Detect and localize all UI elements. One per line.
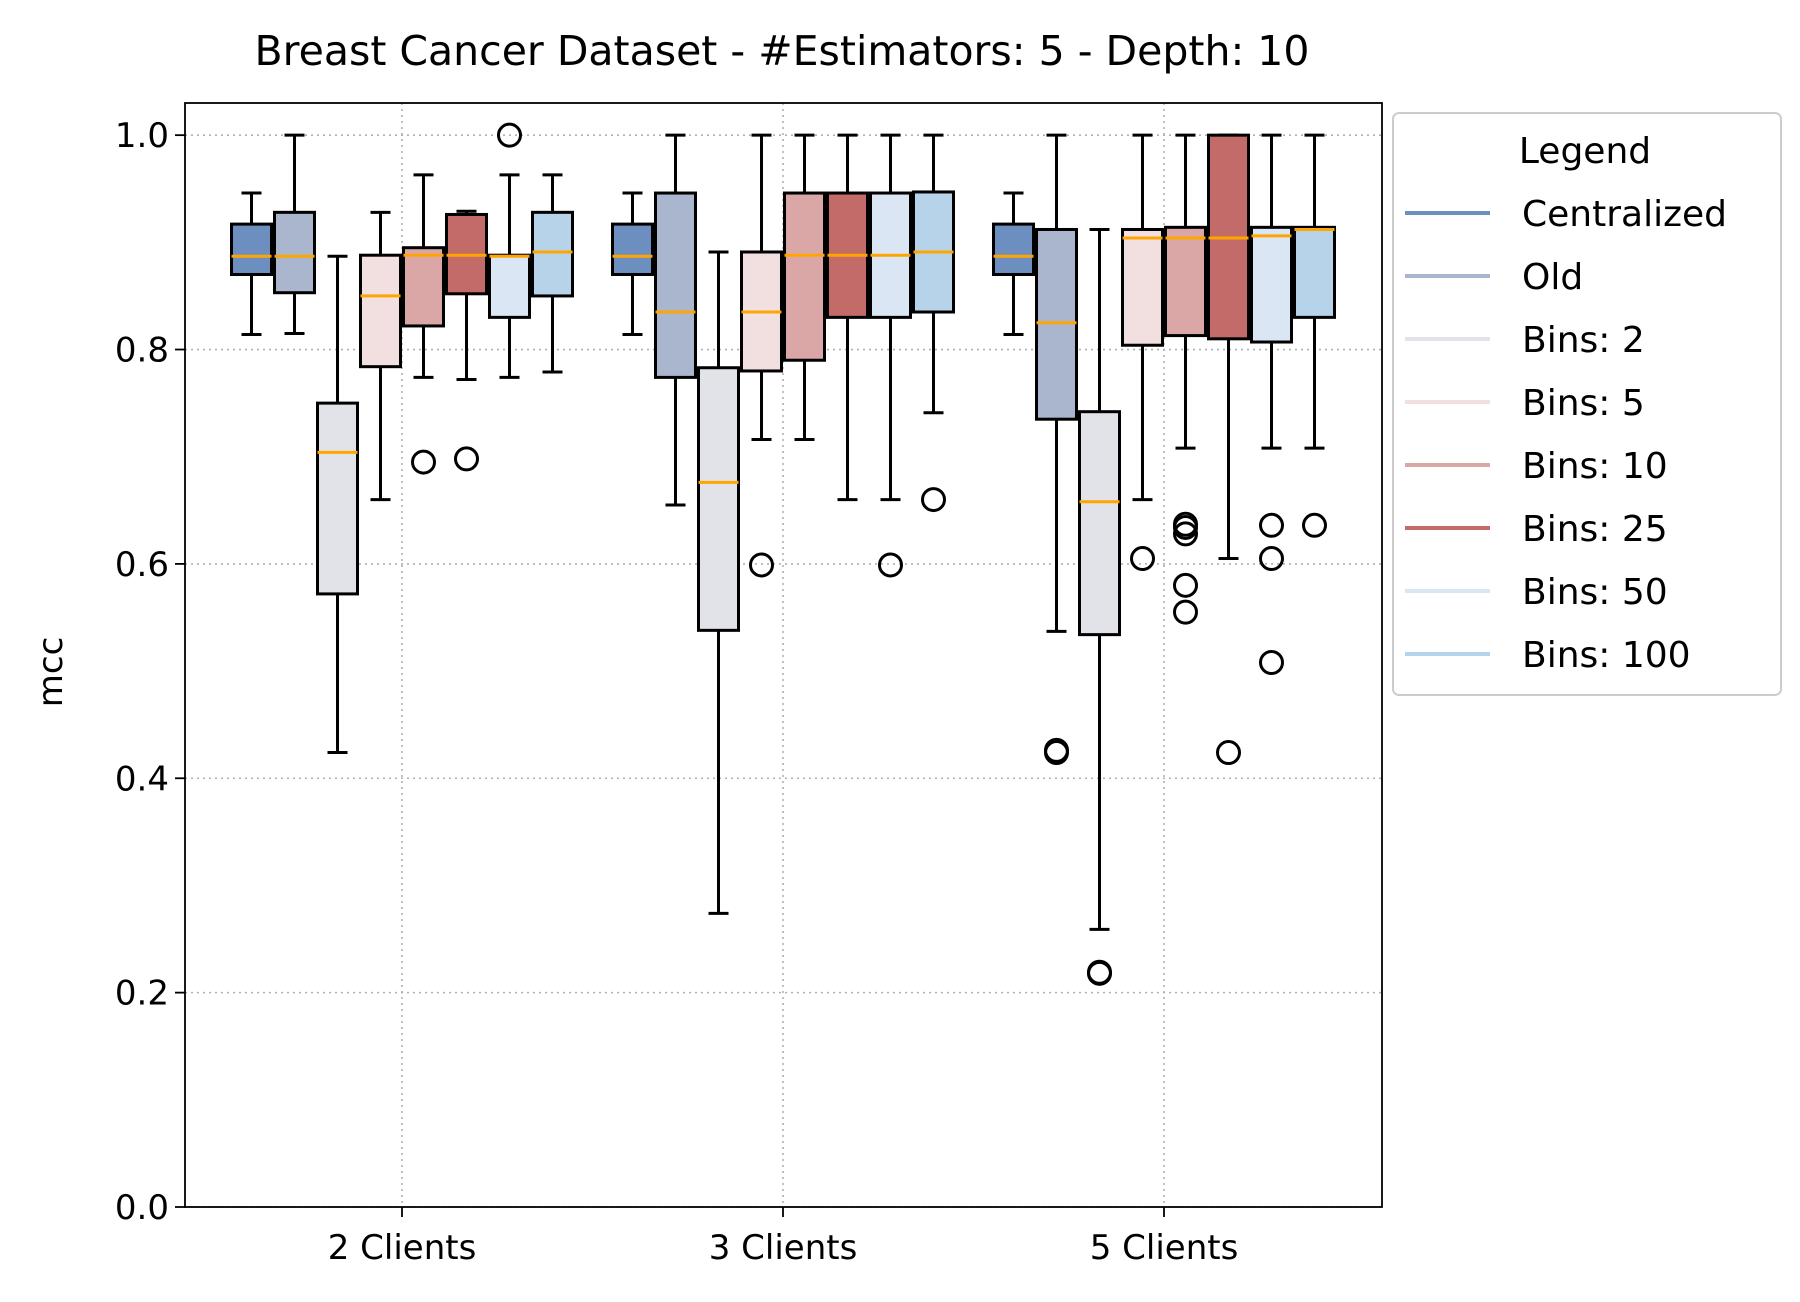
box-plots [230, 122, 1336, 986]
box-bins-50-2 [869, 133, 912, 578]
legend-entry: Bins: 25 [1405, 509, 1668, 550]
legend-label: Bins: 50 [1522, 572, 1668, 613]
legend-entry: Bins: 10 [1405, 446, 1668, 487]
box-body [1293, 225, 1336, 319]
outlier-point [1173, 599, 1198, 625]
legend-box [1392, 112, 1782, 696]
box-bins-5-2 [740, 133, 783, 578]
box-body [1250, 225, 1293, 344]
legend-label: Old [1522, 257, 1583, 298]
box-bins-100-1 [531, 173, 574, 374]
outlier-point [1173, 521, 1198, 547]
legend-entry: Bins: 50 [1405, 572, 1668, 613]
chart-title: Breast Cancer Dataset - #Estimators: 5 -… [255, 27, 1310, 75]
box-body [488, 253, 531, 319]
legend-label: Bins: 10 [1522, 446, 1668, 487]
outlier-point [1302, 512, 1327, 538]
x-tick-label: 2 Clients [328, 1228, 477, 1268]
legend-entry: Bins: 100 [1405, 635, 1691, 676]
legend-entry: Centralized [1405, 194, 1727, 235]
outlier-point [411, 449, 436, 475]
legend-label: Bins: 25 [1522, 509, 1668, 550]
box-bins-10-3 [1164, 133, 1207, 625]
outlier-point [878, 552, 903, 578]
legend-label: Bins: 2 [1522, 320, 1645, 361]
box-old-3 [1035, 133, 1078, 766]
box-body [1164, 225, 1207, 338]
legend-entry: Bins: 2 [1405, 320, 1645, 361]
legend-entry: Old [1405, 257, 1583, 298]
grid-lines [185, 103, 1382, 1208]
box-old-1 [273, 133, 316, 335]
legend-entry: Bins: 5 [1405, 383, 1645, 424]
box-bins-10-1 [402, 173, 445, 475]
box-centralized-3 [992, 191, 1035, 337]
legend-label: Centralized [1522, 194, 1727, 235]
box-body [273, 210, 316, 295]
box-body [1078, 410, 1121, 637]
box-bins-2-1 [316, 254, 359, 755]
outlier-point [1087, 959, 1112, 985]
outlier-point [1259, 512, 1284, 538]
box-body [783, 191, 826, 362]
y-axis-label: mcc [31, 637, 71, 708]
outlier-point [454, 446, 479, 472]
legend: Legend Centralized Old Bins: 2 Bins: 5 Bins: … [1392, 112, 1782, 696]
box-bins-100-2 [912, 133, 955, 513]
y-tick-label: 0.4 [115, 759, 169, 799]
outlier-point [1130, 546, 1155, 572]
box-body [1035, 227, 1078, 421]
box-centralized-1 [230, 191, 273, 337]
outlier-point [1044, 737, 1069, 763]
box-body [611, 222, 654, 276]
x-tick-label: 3 Clients [709, 1228, 858, 1268]
axes: 0.0 0.2 0.4 0.6 0.8 1.0 2 Clients 3 Clients 5 Cl… [115, 102, 1383, 1268]
outlier-point [1173, 572, 1198, 598]
legend-label: Bins: 5 [1522, 383, 1645, 424]
box-body [697, 366, 740, 632]
box-bins-2-2 [697, 250, 740, 915]
x-tick-label: 5 Clients [1090, 1228, 1239, 1268]
box-body [654, 191, 697, 379]
box-bins-25-2 [826, 133, 869, 502]
box-bins-50-1 [488, 122, 531, 379]
outlier-point [1259, 546, 1284, 572]
box-body [230, 222, 273, 276]
y-tick-label: 0.6 [115, 545, 169, 585]
legend-title: Legend [1519, 131, 1651, 172]
box-bins-2-3 [1078, 227, 1121, 986]
box-bins-25-3 [1207, 133, 1250, 766]
box-centralized-2 [611, 191, 654, 337]
y-tick-label: 1.0 [115, 116, 169, 156]
outlier-point [749, 552, 774, 578]
box-body [402, 246, 445, 328]
outlier-point [1173, 511, 1198, 537]
box-body [531, 210, 574, 298]
box-bins-100-3 [1293, 133, 1336, 538]
box-old-2 [654, 133, 697, 507]
box-body [316, 401, 359, 596]
outlier-point [921, 487, 946, 513]
outlier-point [1259, 650, 1284, 676]
box-bins-25-1 [445, 209, 488, 472]
box-body [359, 253, 402, 369]
y-tick-label: 0.0 [115, 1188, 169, 1228]
box-body [992, 222, 1035, 276]
box-bins-5-3 [1121, 133, 1164, 572]
y-tick-label: 0.2 [115, 974, 169, 1014]
box-bins-10-2 [783, 133, 826, 442]
box-bins-5-1 [359, 210, 402, 502]
outlier-point [1216, 740, 1241, 766]
box-bins-50-3 [1250, 133, 1293, 676]
legend-label: Bins: 100 [1522, 635, 1691, 676]
box-body [1121, 227, 1164, 347]
y-tick-label: 0.8 [115, 331, 169, 371]
outlier-point [497, 122, 522, 148]
